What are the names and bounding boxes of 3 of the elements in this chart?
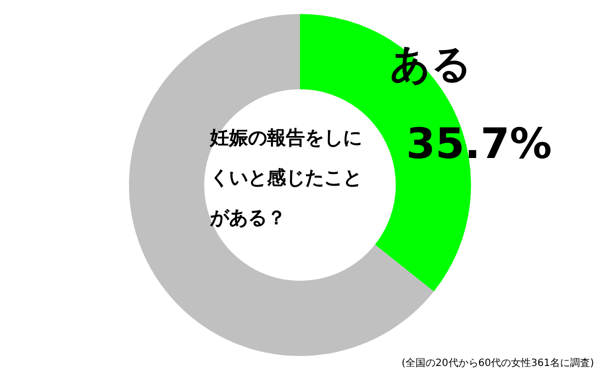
text: (全国の20代から60代の女性361名に調査) <box>402 356 594 370</box>
slice-label: ある <box>390 42 472 88</box>
text: 妊娠の報告をしにくいと感じたことがある？ <box>210 126 363 231</box>
